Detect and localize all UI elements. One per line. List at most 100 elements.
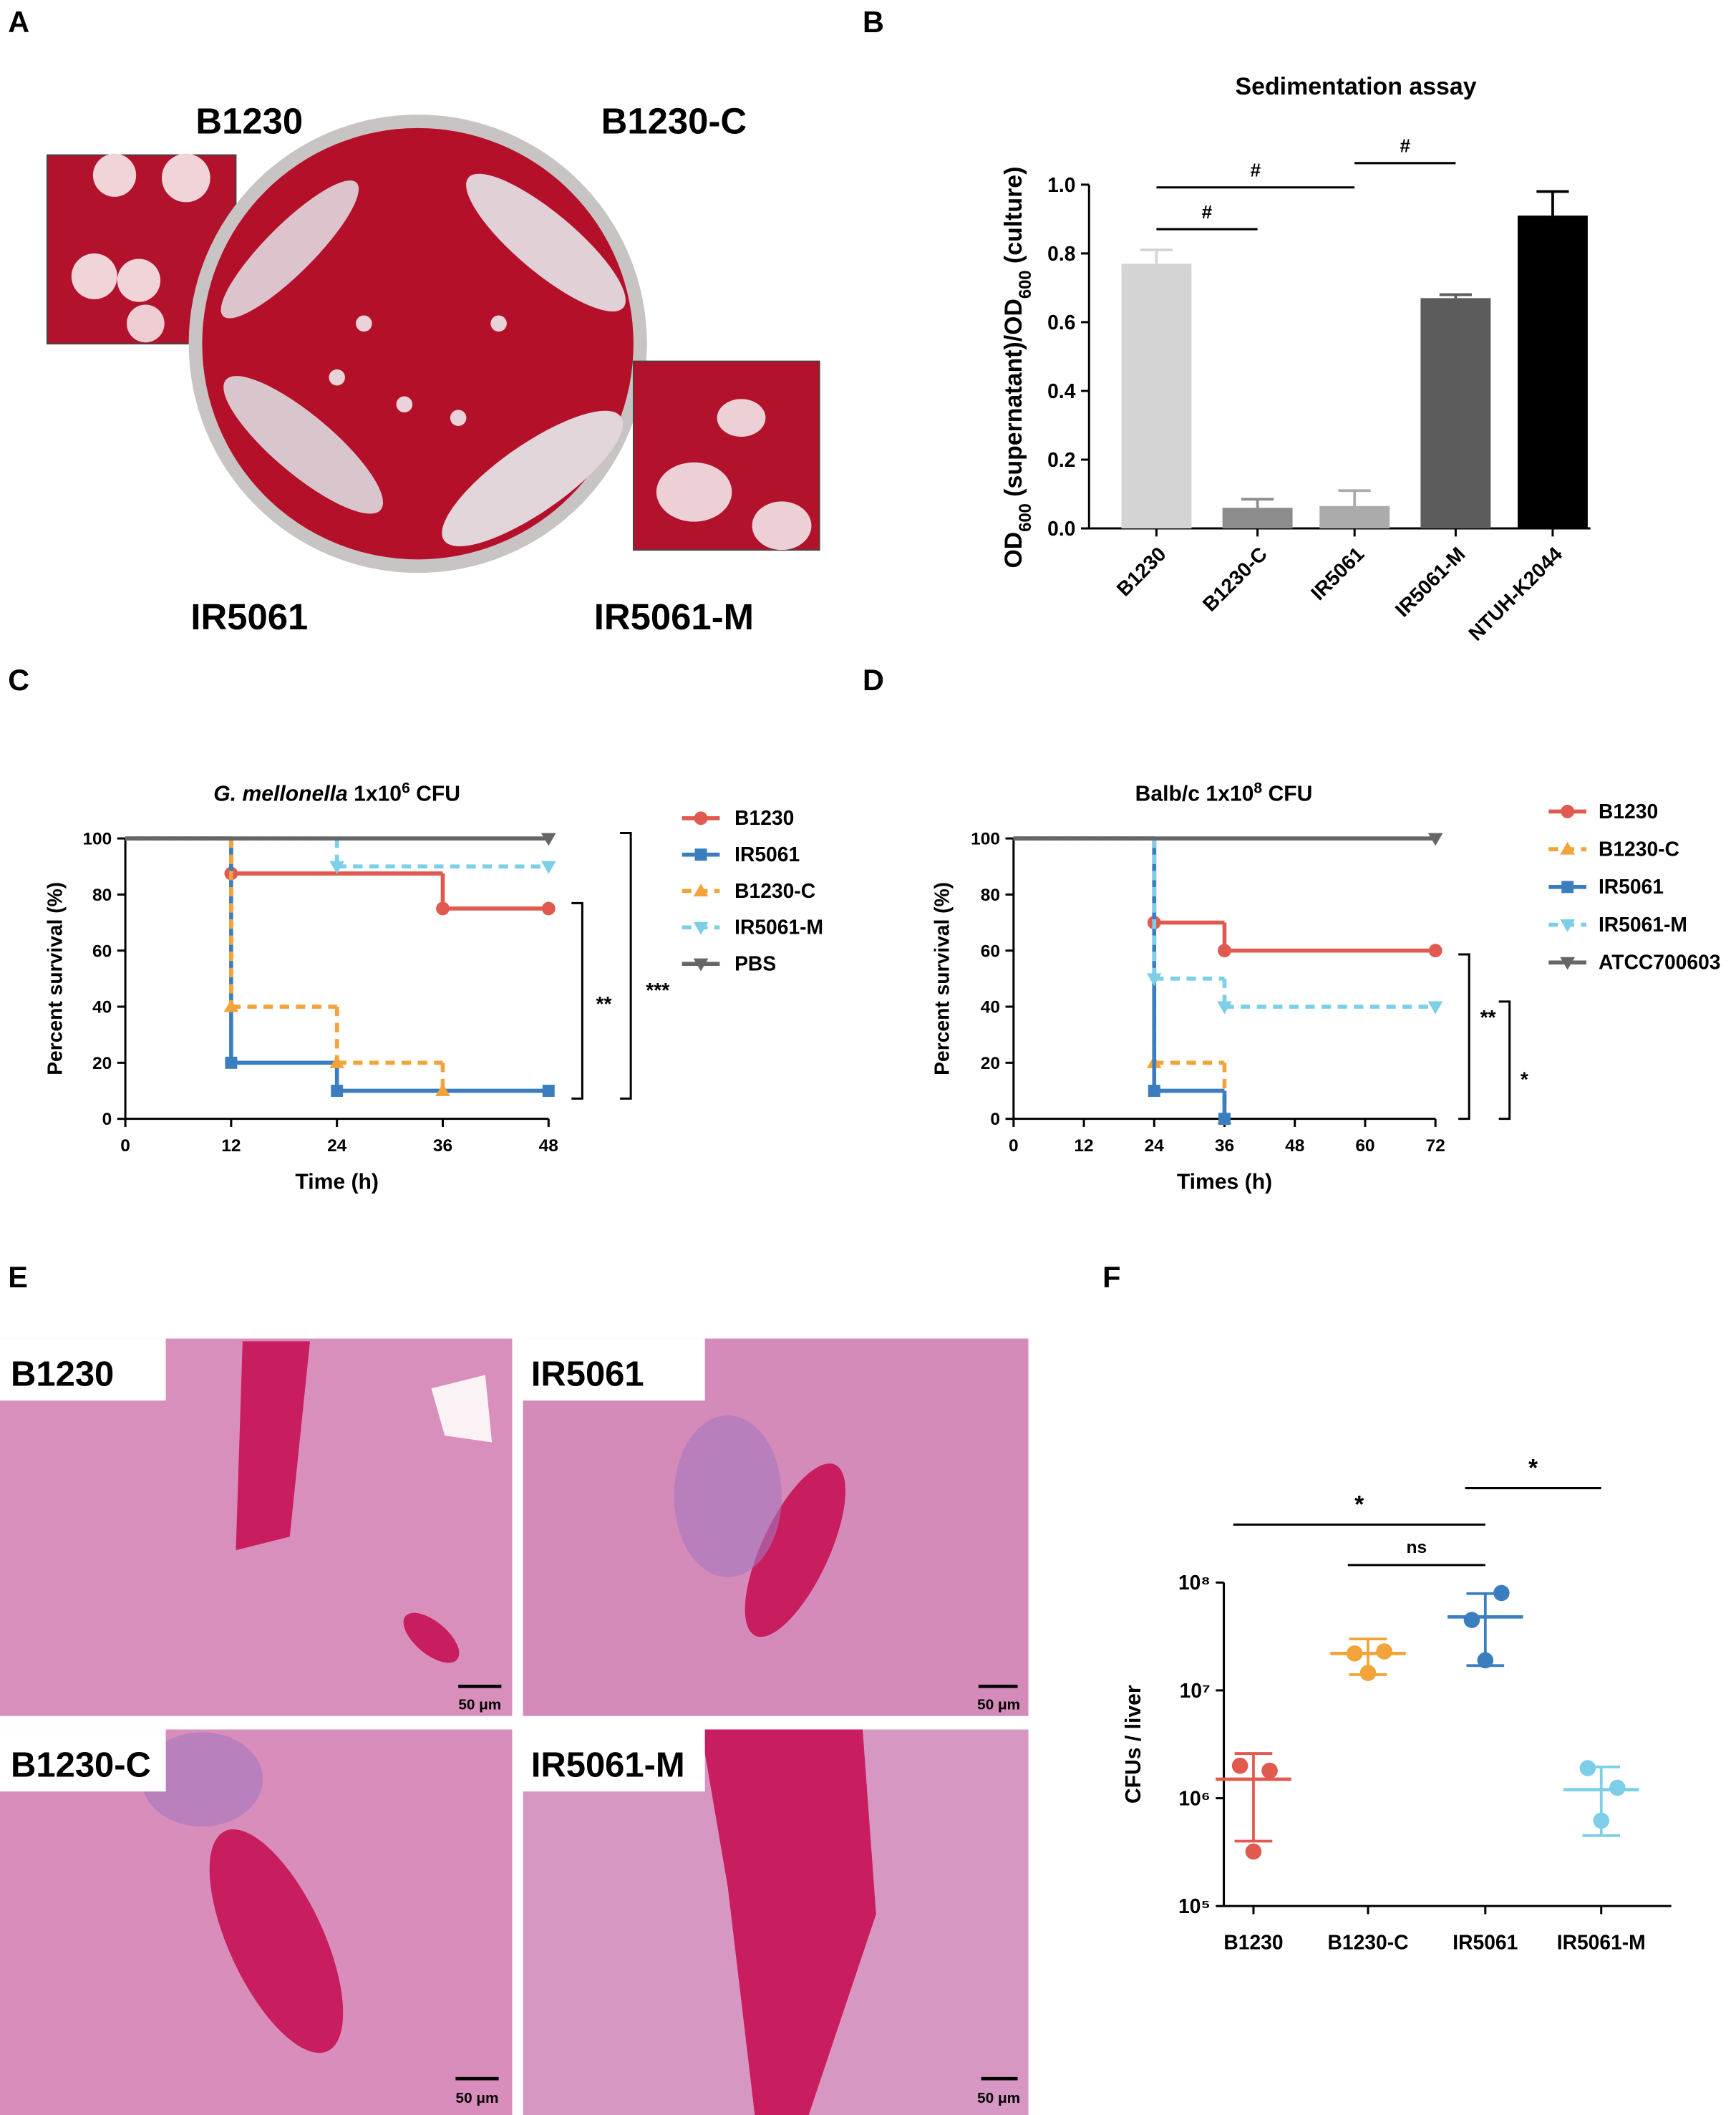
infiltrate [141, 1732, 263, 1827]
text-part: OD [1000, 532, 1027, 568]
point [1463, 1612, 1480, 1628]
infiltrate [674, 1415, 782, 1577]
y-axis-label: OD600 (supernatant)/OD600 (culture) [1000, 167, 1035, 568]
marker [329, 1055, 345, 1068]
scale-bar-label: 50 μm [977, 1696, 1020, 1713]
colony [92, 153, 137, 197]
marker [542, 1085, 555, 1097]
text-part: 1x10 [348, 782, 402, 805]
histology-label: IR5061 [531, 1355, 644, 1393]
y-tick-label: 60 [981, 942, 1000, 961]
legend-label: IR5061 [1599, 875, 1664, 898]
significance-bracket [1498, 1000, 1511, 1121]
label-box [0, 1729, 166, 1792]
colony [490, 315, 507, 332]
legend-label: ATCC700603 [1599, 951, 1721, 974]
y-tick-label: 10⁵ [1178, 1894, 1211, 1917]
x-tick-label: NTUH-K2044 [1464, 542, 1567, 645]
x-tick-label: 12 [1074, 1136, 1093, 1156]
significance-bracket [1458, 953, 1470, 1121]
significance-label: ** [596, 992, 611, 1015]
y-tick-label: 60 [92, 942, 112, 961]
x-tick-label: 0 [120, 1136, 130, 1156]
marker [540, 833, 556, 846]
y-tick-label: 0.0 [1047, 517, 1075, 540]
x-tick-label: B1230 [1112, 542, 1170, 600]
point [1231, 1757, 1248, 1774]
significance-bracket [620, 832, 632, 1100]
marker [1148, 1085, 1160, 1097]
figure-texts: A B C D E F B1230 B1230-C IR5061 IR5061-… [8, 6, 1120, 2106]
legend-marker [694, 848, 707, 861]
legend-marker [694, 811, 708, 826]
legend-label: IR5061-M [734, 916, 823, 939]
y-tick-label: 40 [981, 998, 1000, 1017]
legend-marker [1561, 881, 1574, 894]
text-part: 600 [1017, 270, 1035, 299]
colony [396, 396, 413, 413]
y-tick-label: 20 [92, 1054, 112, 1073]
y-tick-label: 0.8 [1047, 242, 1075, 265]
x-tick-label: 0 [1009, 1136, 1019, 1156]
vessel [236, 1341, 311, 1551]
x-tick-label: 48 [1285, 1136, 1304, 1156]
marker [1218, 1113, 1231, 1126]
colony [656, 462, 732, 522]
colony [450, 410, 467, 426]
colony [329, 369, 345, 386]
marker [1218, 944, 1231, 958]
streak [466, 173, 626, 312]
plate-label: IR5061-M [594, 596, 754, 637]
marker [1217, 1001, 1232, 1015]
histology-label: IR5061-M [531, 1746, 685, 1784]
vessel [701, 1729, 876, 2115]
marker [1427, 833, 1443, 846]
chart-title: Balb/c 1x108 CFU [1135, 780, 1313, 805]
x-tick-label: 60 [1355, 1136, 1374, 1156]
y-tick-label: 10⁸ [1178, 1571, 1211, 1594]
y-tick-label: 100 [971, 830, 1000, 849]
marker [1428, 944, 1442, 958]
point [1245, 1843, 1262, 1860]
legend-label: B1230 [1599, 800, 1658, 823]
y-tick-label: 20 [981, 1054, 1000, 1073]
plate-label: B1230-C [601, 100, 747, 141]
text-part: G. mellonella [213, 782, 347, 805]
panel-label: C [8, 664, 29, 697]
legend-marker [693, 884, 709, 897]
label-box [523, 1729, 705, 1792]
y-tick-label: 0.6 [1047, 311, 1075, 334]
text-part: 600 [1017, 503, 1035, 532]
histology-label: B1230-C [11, 1746, 151, 1784]
legend-label: B1230-C [1599, 838, 1679, 861]
marker [435, 1083, 450, 1097]
y-tick-label: 10⁷ [1180, 1679, 1211, 1702]
marker [225, 1056, 238, 1069]
x-tick-label: 12 [221, 1136, 241, 1156]
colony [117, 258, 161, 302]
point [1376, 1643, 1392, 1660]
legend-label: IR5061 [734, 843, 800, 866]
x-axis-label: Times (h) [1177, 1171, 1272, 1194]
legend-label: PBS [734, 952, 776, 975]
comparison-label: # [1400, 135, 1410, 157]
y-axis-label: CFUs / liver [1122, 1685, 1145, 1804]
bar [1420, 298, 1491, 529]
y-tick-label: 0.4 [1047, 379, 1076, 402]
y-tick-label: 40 [92, 998, 112, 1017]
scale-bar-label: 50 μm [977, 2090, 1020, 2106]
panel-label: D [863, 664, 884, 697]
vessel [745, 1463, 845, 1637]
x-tick-label: B1230 [1223, 1930, 1283, 1953]
marker [541, 901, 556, 916]
text-part: (culture) [1000, 167, 1027, 271]
marker [223, 999, 239, 1012]
significance-label: ** [1480, 1006, 1496, 1029]
legend-label: IR5061-M [1599, 913, 1687, 936]
x-tick-label: 36 [433, 1136, 452, 1156]
y-tick-label: 80 [92, 886, 112, 905]
plate-label: IR5061 [190, 596, 308, 637]
comparison-label: * [1354, 1491, 1364, 1518]
plate-photo [46, 115, 820, 573]
